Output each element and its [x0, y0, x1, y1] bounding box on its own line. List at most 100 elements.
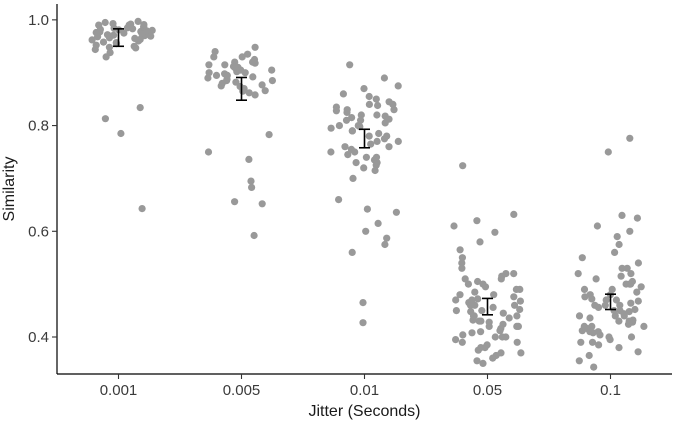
- data-point: [626, 227, 634, 235]
- y-tick-label: 0.8: [28, 118, 49, 135]
- data-point: [392, 208, 400, 216]
- error-bars: [113, 28, 616, 316]
- data-point: [385, 143, 393, 151]
- data-point: [595, 341, 603, 349]
- data-point: [489, 354, 497, 362]
- data-point: [265, 131, 273, 139]
- data-point: [616, 307, 624, 315]
- data-point: [474, 295, 482, 303]
- data-point: [456, 246, 464, 254]
- data-point: [95, 21, 103, 29]
- data-point: [210, 53, 218, 61]
- data-point: [604, 148, 612, 156]
- data-point: [610, 307, 618, 315]
- data-point: [251, 43, 259, 51]
- data-point: [516, 297, 525, 305]
- data-point: [335, 196, 343, 204]
- data-point: [212, 71, 221, 79]
- data-point: [594, 328, 602, 336]
- data-point: [365, 100, 373, 108]
- data-point: [513, 312, 521, 320]
- data-point: [468, 296, 476, 304]
- data-point: [357, 111, 365, 119]
- data-point: [588, 338, 597, 346]
- data-point: [616, 301, 624, 309]
- data-point: [479, 280, 487, 288]
- data-points: [88, 17, 648, 371]
- data-point: [357, 116, 365, 124]
- data-point: [148, 26, 156, 34]
- data-point: [106, 49, 114, 57]
- data-point: [217, 82, 225, 90]
- data-point: [498, 333, 506, 341]
- data-point: [602, 296, 610, 304]
- data-point: [360, 164, 368, 172]
- data-point: [586, 328, 594, 336]
- data-point: [147, 32, 155, 40]
- data-point: [373, 137, 381, 145]
- data-point: [359, 319, 367, 327]
- data-point: [476, 238, 484, 246]
- data-point: [344, 151, 352, 159]
- data-point: [362, 153, 370, 161]
- data-point: [261, 87, 269, 95]
- data-point: [249, 73, 257, 81]
- data-point: [372, 95, 380, 103]
- y-tick-label: 0.4: [28, 329, 49, 346]
- data-point: [258, 200, 266, 208]
- data-point: [577, 338, 585, 346]
- data-point: [475, 317, 483, 325]
- data-point: [461, 275, 469, 283]
- data-point: [140, 21, 148, 29]
- y-axis-title: Similarity: [1, 157, 18, 222]
- data-point: [452, 307, 460, 315]
- data-point: [513, 338, 521, 346]
- data-point: [458, 338, 466, 346]
- data-point: [485, 322, 493, 330]
- data-point: [490, 291, 498, 299]
- y-tick-label: 0.6: [28, 223, 49, 240]
- data-point: [617, 272, 625, 280]
- data-point: [375, 129, 383, 138]
- data-point: [381, 119, 389, 127]
- data-point: [458, 264, 466, 272]
- data-point: [612, 296, 621, 304]
- data-point: [505, 314, 513, 322]
- data-point: [594, 303, 603, 311]
- data-point: [620, 312, 628, 320]
- data-point: [634, 259, 643, 267]
- data-point: [221, 61, 229, 69]
- data-point: [356, 123, 364, 131]
- x-tick-label: 0.05: [473, 382, 502, 399]
- data-point: [342, 116, 351, 124]
- data-point: [510, 301, 519, 309]
- data-point: [110, 31, 118, 39]
- data-point: [574, 270, 582, 278]
- data-point: [91, 45, 99, 54]
- data-point: [510, 270, 518, 278]
- data-point: [268, 66, 276, 74]
- x-tick-label: 0.001: [100, 382, 138, 399]
- data-point: [99, 38, 108, 46]
- data-point: [245, 89, 253, 97]
- data-point: [394, 137, 402, 145]
- data-point: [627, 299, 635, 307]
- data-point: [101, 18, 109, 27]
- data-point: [371, 166, 379, 175]
- data-point: [359, 299, 367, 307]
- data-point: [250, 231, 258, 240]
- data-point: [588, 295, 596, 303]
- data-point: [633, 288, 641, 296]
- data-point: [136, 104, 144, 112]
- x-tick-label: 0.005: [223, 382, 261, 399]
- data-point: [249, 58, 257, 66]
- error-bar: [236, 76, 247, 101]
- data-point: [474, 277, 482, 286]
- data-point: [489, 303, 497, 311]
- data-point: [479, 359, 487, 367]
- data-point: [258, 81, 266, 89]
- error-bar: [359, 128, 370, 149]
- x-axis-ticks: 0.001 0.005 0.01 0.05 0.1: [100, 374, 621, 399]
- data-point: [637, 283, 645, 291]
